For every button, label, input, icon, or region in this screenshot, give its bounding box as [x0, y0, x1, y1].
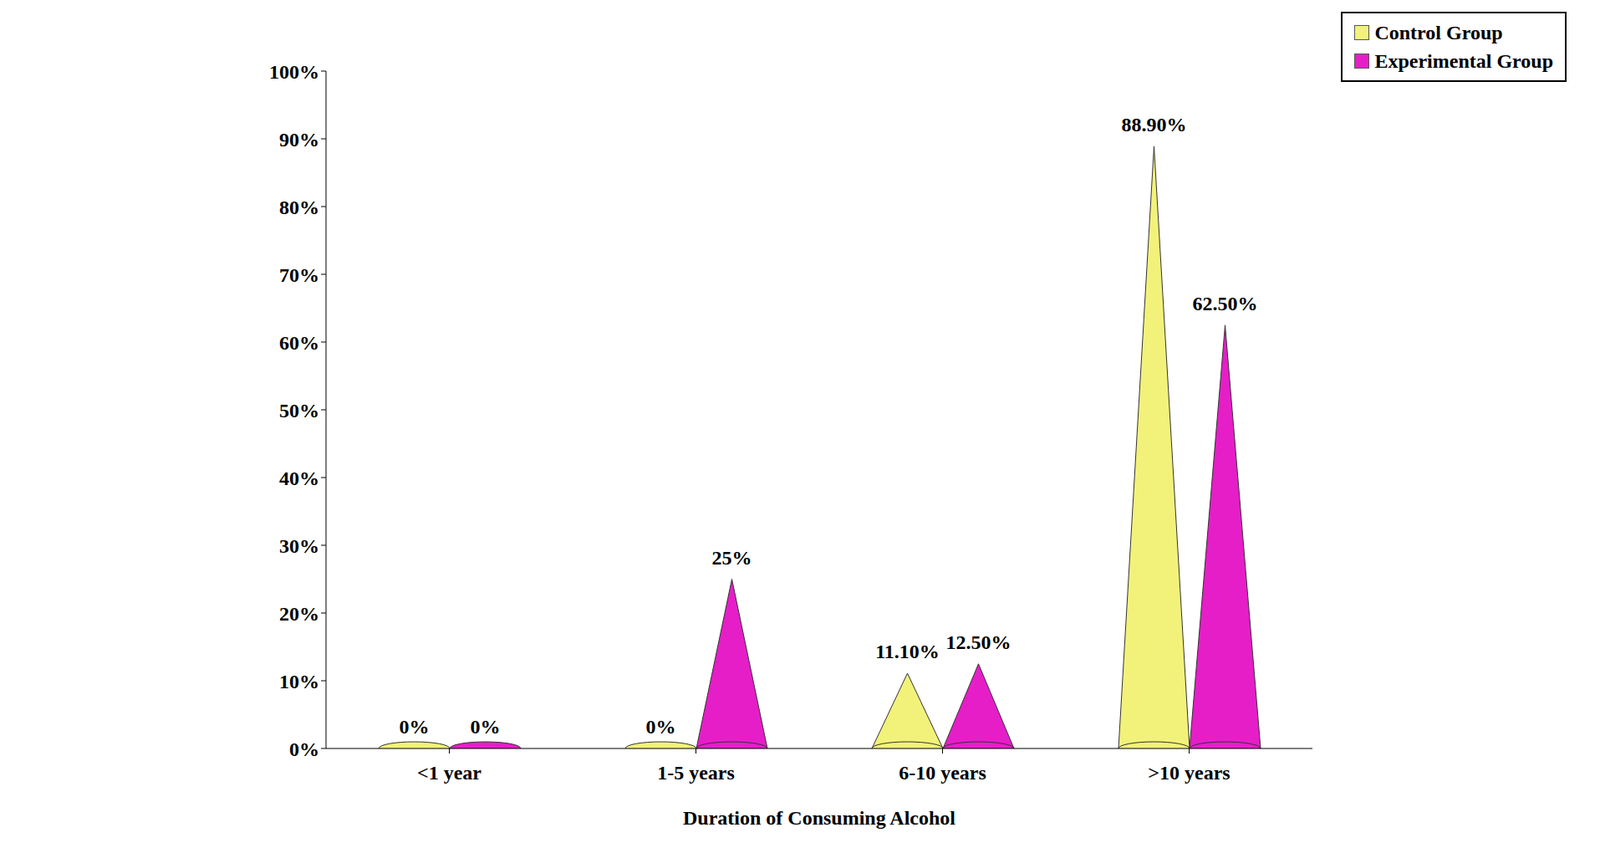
svg-text:100%: 100%: [269, 61, 320, 83]
svg-text:90%: 90%: [279, 128, 320, 151]
svg-text:60%: 60%: [279, 331, 320, 354]
svg-text:30%: 30%: [279, 535, 320, 557]
svg-text:6-10 years: 6-10 years: [898, 761, 987, 784]
svg-text:50%: 50%: [279, 399, 320, 422]
svg-text:25%: 25%: [712, 546, 753, 569]
svg-text:70%: 70%: [279, 264, 320, 286]
html-text:Control Group: Control Group: [1374, 21, 1503, 44]
html-text:Experimental Group: Experimental Group: [1374, 50, 1554, 72]
svg-text:0%: 0%: [399, 715, 430, 738]
svg-text:20%: 20%: [279, 602, 320, 625]
svg-text:0%: 0%: [646, 715, 677, 738]
svg-text:0%: 0%: [470, 715, 501, 738]
svg-text:1-5 years: 1-5 years: [657, 761, 735, 784]
svg-text:80%: 80%: [279, 196, 320, 219]
svg-text:88.90%: 88.90%: [1121, 113, 1188, 136]
svg-text:0%: 0%: [289, 738, 320, 760]
svg-text:62.50%: 62.50%: [1192, 292, 1259, 315]
svg-text:11.10%: 11.10%: [875, 640, 940, 663]
svg-text:12.50%: 12.50%: [946, 631, 1012, 653]
svg-text:<1 year: <1 year: [417, 761, 482, 784]
svg-text:40%: 40%: [279, 467, 320, 490]
svg-text:Duration of Consuming Alcohol: Duration of Consuming Alcohol: [682, 806, 956, 829]
svg-text:10%: 10%: [279, 670, 320, 693]
svg-text:>10 years: >10 years: [1147, 761, 1230, 784]
